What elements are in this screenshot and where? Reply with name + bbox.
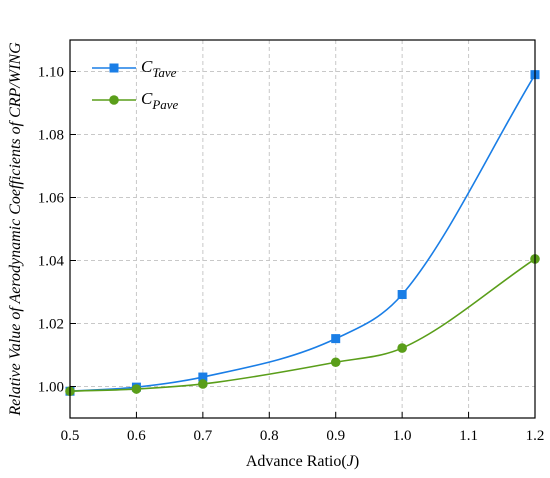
legend-item-cpave: CPave xyxy=(92,89,179,112)
legend-label-cpave: CPave xyxy=(141,89,179,112)
y-tick-label: 1.00 xyxy=(38,380,64,396)
y-tick-label: 1.10 xyxy=(38,65,64,81)
legend-marker-ctave xyxy=(109,63,119,73)
point-cpave xyxy=(397,343,407,353)
plot-frame xyxy=(69,39,536,419)
y-axis-title: Relative Value of Aerodynamic Coefficien… xyxy=(7,42,24,417)
legend-marker-cpave xyxy=(109,95,119,105)
point-ctave xyxy=(198,372,208,382)
x-tick-label: 1.2 xyxy=(526,428,545,444)
x-tick-label: 1.1 xyxy=(459,428,478,444)
series-line-ctave xyxy=(69,74,536,393)
x-tick-label: 0.8 xyxy=(260,428,279,444)
grid-layer xyxy=(69,40,536,418)
legend: CTave CPave xyxy=(92,57,179,112)
point-cpave xyxy=(330,357,341,368)
legend-label-ctave: CTave xyxy=(141,57,177,80)
series-line-cpave xyxy=(69,258,536,393)
tick-labels: 0.5 0.6 0.7 0.8 0.9 1.0 1.1 1.2 1.00 1.02 1.04 1.06… xyxy=(38,65,545,445)
y-tick-label: 1.04 xyxy=(38,254,65,270)
series-layer xyxy=(65,70,540,397)
ticks-layer xyxy=(69,71,536,418)
x-tick-label: 0.5 xyxy=(61,428,80,444)
point-cpave xyxy=(131,384,142,394)
point-ctave xyxy=(397,290,407,300)
y-tick-label: 1.06 xyxy=(38,191,65,207)
y-tick-label: 1.02 xyxy=(38,317,64,333)
x-tick-label: 0.6 xyxy=(127,428,146,444)
point-ctave xyxy=(331,334,341,344)
y-tick-label: 1.08 xyxy=(38,128,64,144)
legend-item-ctave: CTave xyxy=(92,57,177,80)
x-tick-label: 0.7 xyxy=(193,428,212,444)
point-cpave xyxy=(198,379,208,389)
x-tick-label: 1.0 xyxy=(393,428,412,444)
x-tick-label: 0.9 xyxy=(326,428,345,444)
x-axis-title: Advance Ratio(J) xyxy=(246,453,359,470)
